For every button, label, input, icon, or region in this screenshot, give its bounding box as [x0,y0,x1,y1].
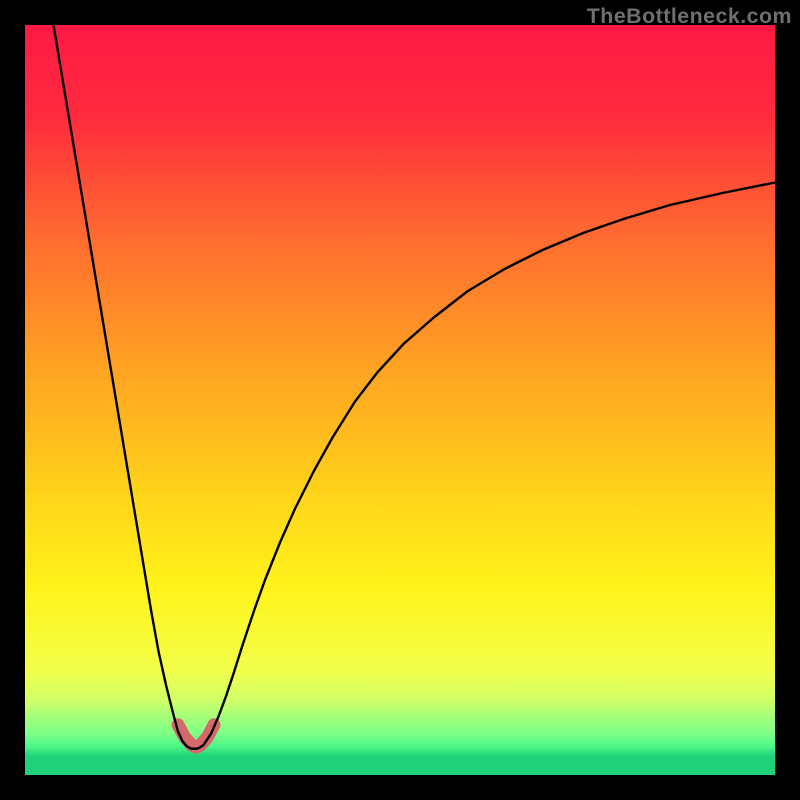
chart-gradient-background [25,25,775,775]
bottleneck-chart [0,0,800,800]
attribution-label: TheBottleneck.com [587,4,792,29]
